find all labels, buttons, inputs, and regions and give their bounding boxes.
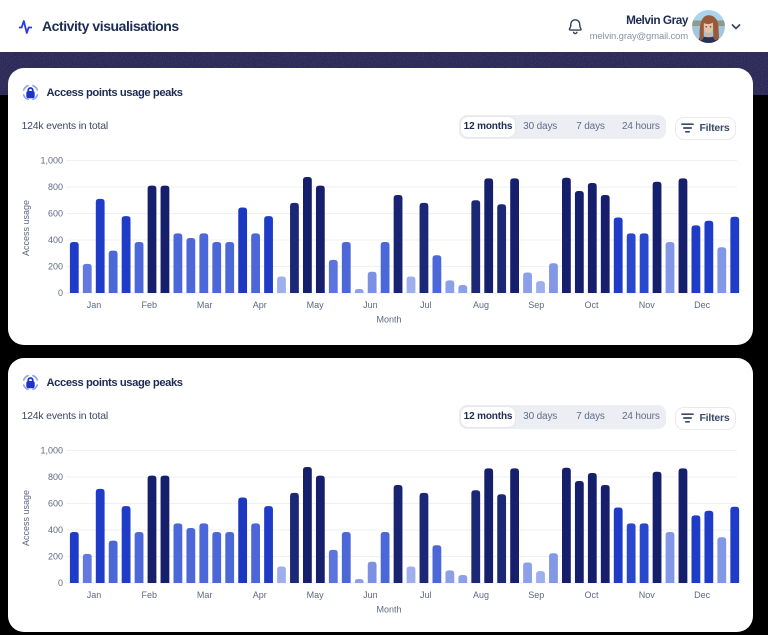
svg-text:Month: Month (376, 315, 401, 325)
svg-text:Aug: Aug (473, 300, 489, 310)
svg-text:Mar: Mar (197, 300, 213, 310)
svg-text:Nov: Nov (639, 590, 656, 600)
svg-text:Jan: Jan (87, 590, 102, 600)
svg-text:600: 600 (48, 209, 63, 219)
svg-text:Jul: Jul (420, 590, 432, 600)
svg-text:Jun: Jun (363, 590, 378, 600)
svg-text:Nov: Nov (639, 300, 656, 310)
svg-text:Oct: Oct (584, 590, 599, 600)
svg-text:Month: Month (376, 605, 401, 615)
svg-text:May: May (307, 300, 325, 310)
svg-text:Oct: Oct (584, 300, 599, 310)
svg-text:Sep: Sep (528, 590, 544, 600)
svg-text:Dec: Dec (694, 590, 711, 600)
svg-text:800: 800 (48, 182, 63, 192)
svg-text:Apr: Apr (253, 590, 267, 600)
svg-text:200: 200 (48, 262, 63, 272)
svg-text:400: 400 (48, 525, 63, 535)
svg-text:Access usage: Access usage (21, 490, 31, 546)
svg-text:May: May (307, 590, 325, 600)
svg-text:400: 400 (48, 235, 63, 245)
svg-text:Jul: Jul (420, 300, 432, 310)
svg-text:Jan: Jan (87, 300, 102, 310)
svg-text:200: 200 (48, 552, 63, 562)
svg-text:Apr: Apr (253, 300, 267, 310)
svg-text:Mar: Mar (197, 590, 213, 600)
svg-text:Dec: Dec (694, 300, 711, 310)
svg-text:1,000: 1,000 (40, 156, 63, 166)
svg-text:0: 0 (58, 578, 63, 588)
svg-text:600: 600 (48, 499, 63, 509)
svg-text:Feb: Feb (142, 590, 158, 600)
svg-text:Aug: Aug (473, 590, 489, 600)
svg-text:Jun: Jun (363, 300, 378, 310)
svg-text:1,000: 1,000 (40, 446, 63, 456)
svg-text:Access usage: Access usage (21, 200, 31, 256)
svg-text:Feb: Feb (142, 300, 158, 310)
svg-text:800: 800 (48, 472, 63, 482)
svg-text:Sep: Sep (528, 300, 544, 310)
svg-text:0: 0 (58, 288, 63, 298)
